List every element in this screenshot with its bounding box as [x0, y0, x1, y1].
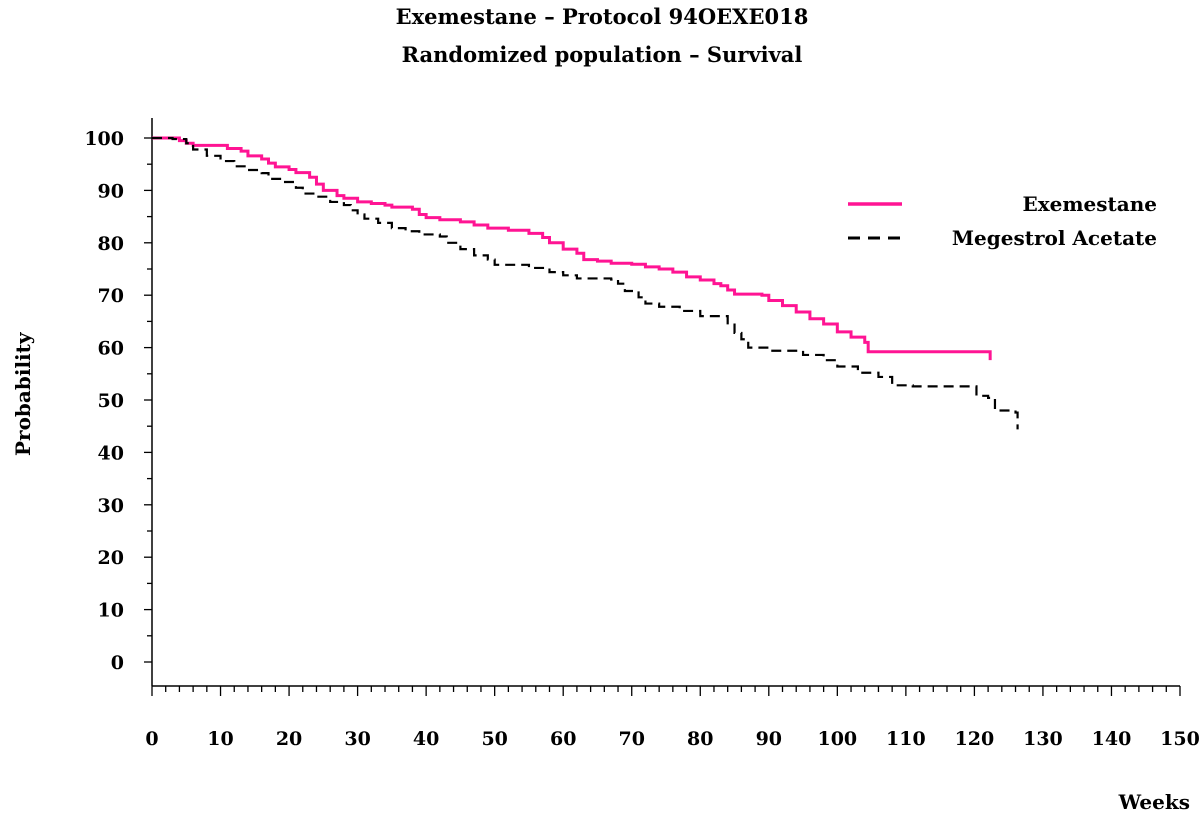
- x-tick-label: 10: [207, 728, 233, 750]
- y-tick-label: 90: [98, 180, 124, 202]
- x-tick-label: 120: [955, 728, 995, 750]
- x-tick-label: 50: [481, 728, 507, 750]
- y-tick-label: 20: [98, 547, 124, 569]
- x-tick-label: 110: [886, 728, 926, 750]
- x-tick-label: 150: [1160, 728, 1200, 750]
- x-tick-label: 80: [687, 728, 713, 750]
- axes: 0 10 20 30 40 50 60 70 80 90 100 0 10 20 30 40 50 60 70 80 9…: [84, 118, 1200, 750]
- x-tick-label: 60: [550, 728, 576, 750]
- y-tick-label: 100: [84, 128, 124, 150]
- y-tick-label: 60: [98, 338, 124, 360]
- x-tick-label: 100: [817, 728, 857, 750]
- x-tick-label: 90: [756, 728, 782, 750]
- y-tick-label: 50: [98, 390, 124, 412]
- x-tick-label: 30: [344, 728, 370, 750]
- x-tick-label: 0: [145, 728, 158, 750]
- x-tick-label: 20: [276, 728, 302, 750]
- legend-label: Exemestane: [1022, 192, 1157, 216]
- series-line-megestrol-acetate: [152, 136, 1019, 430]
- chart-title: Exemestane – Protocol 94OEXE018: [395, 4, 809, 29]
- legend-label: Megestrol Acetate: [952, 226, 1157, 250]
- legend: Exemestane Megestrol Acetate: [848, 192, 1157, 250]
- x-tick-label: 70: [619, 728, 645, 750]
- x-tick-label: 140: [1092, 728, 1132, 750]
- y-tick-label: 0: [111, 652, 124, 674]
- x-tick-label: 130: [1023, 728, 1063, 750]
- y-tick-label: 40: [98, 442, 124, 464]
- survival-curves: [152, 136, 1019, 430]
- y-tick-label: 10: [98, 600, 124, 622]
- y-tick-label: 70: [98, 285, 124, 307]
- y-tick-label: 80: [98, 233, 124, 255]
- series-line-exemestane: [152, 136, 992, 361]
- x-axis-label: Weeks: [1118, 790, 1190, 814]
- chart-subtitle: Randomized population – Survival: [401, 42, 803, 67]
- x-tick-label: 40: [413, 728, 439, 750]
- y-tick-label: 30: [98, 495, 124, 517]
